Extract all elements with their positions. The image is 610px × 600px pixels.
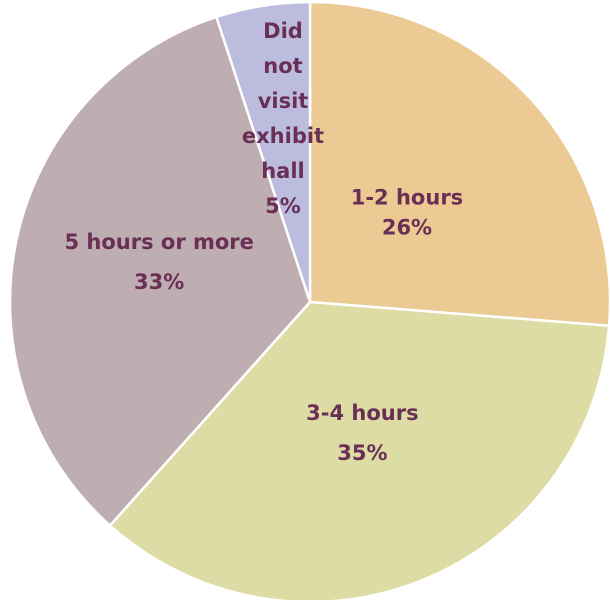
pie-label-did-not-visit-exhibit-hall: Did not visit exhibit hall 5% <box>242 19 324 218</box>
pie-value-label: 33% <box>134 270 184 294</box>
pie-value-label: 26% <box>382 215 432 239</box>
pie-category-label: Did <box>263 19 303 43</box>
pie-category-label: not <box>263 54 302 78</box>
pie-category-label: visit <box>258 89 309 113</box>
pie-label-3-4-hours: 3-4 hours 35% <box>306 401 418 465</box>
pie-category-label: hall <box>261 159 305 183</box>
pie-slice-5-hours-or-more <box>8 15 312 528</box>
pie-value-label: 5% <box>265 194 301 218</box>
pie-slice-1-2-hours <box>308 0 610 328</box>
pie-category-label: 3-4 hours <box>306 401 418 425</box>
pie-value-label: 35% <box>337 441 387 465</box>
pie-slice-did-not-visit-exhibit-hall <box>214 0 312 303</box>
pie-label-1-2-hours: 1-2 hours 26% <box>351 185 463 239</box>
pie-category-label: 1-2 hours <box>351 185 463 209</box>
pie-category-label: exhibit <box>242 124 324 148</box>
pie-slice-3-4-hours <box>108 300 610 600</box>
pie-category-label: 5 hours or more <box>64 230 253 254</box>
pie-label-5-hours-or-more: 5 hours or more 33% <box>64 230 253 294</box>
